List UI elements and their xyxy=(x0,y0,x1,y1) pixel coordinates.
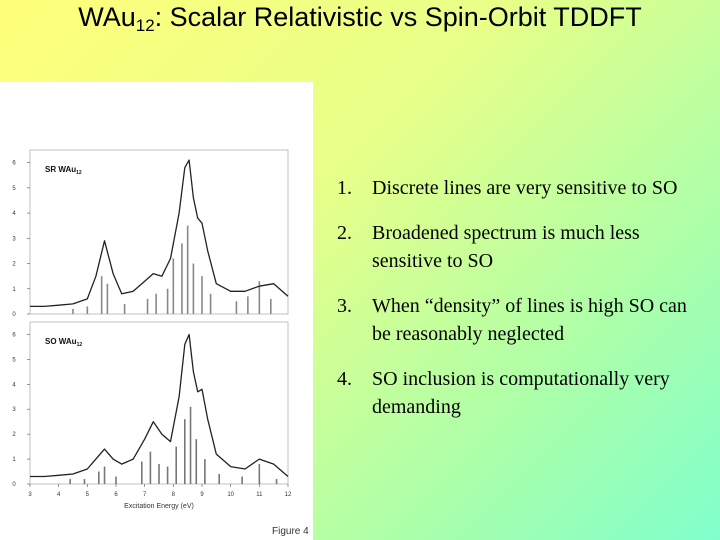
list-item: 1. Discrete lines are very sensitive to S… xyxy=(337,174,707,202)
x-axis-label: Excitation Energy (eV) xyxy=(124,503,194,510)
y-tick-label: 0 xyxy=(12,482,16,488)
item-text: Discrete lines are very sensitive to SO xyxy=(372,177,678,199)
title-rest: : Scalar Relativistic vs Spin-Orbit TDDF… xyxy=(154,2,642,32)
x-tick-label: 5 xyxy=(86,492,90,498)
y-tick-label: 0 xyxy=(12,312,16,318)
title-main: WAu xyxy=(78,2,136,32)
item-marker: 2. xyxy=(337,222,352,244)
x-tick-label: 3 xyxy=(28,492,32,498)
list-item: 4. SO inclusion is computationally very d… xyxy=(337,365,707,421)
spectrum-line xyxy=(30,333,289,478)
figure-caption: Figure 4 xyxy=(272,526,309,537)
panel-label-main: SO WAu xyxy=(45,337,77,346)
x-tick-label: 9 xyxy=(200,492,204,498)
x-tick-label: 6 xyxy=(114,492,118,498)
y-tick-label: 3 xyxy=(12,407,16,413)
y-tick-label: 5 xyxy=(12,186,16,192)
x-tick-label: 11 xyxy=(256,492,263,498)
y-tick-label: 4 xyxy=(12,382,16,388)
slide-title: WAu12: Scalar Relativistic vs Spin-Orbit… xyxy=(10,0,710,34)
item-marker: 4. xyxy=(337,368,352,390)
y-tick-label: 6 xyxy=(12,161,16,167)
x-tick-label: 4 xyxy=(57,492,61,498)
x-tick-label: 12 xyxy=(285,492,292,498)
item-text: Broadened spectrum is much less sensitiv… xyxy=(372,222,640,272)
panel-label-main: SR WAu xyxy=(45,165,76,174)
panel-label: SO WAu12 xyxy=(45,337,82,348)
y-tick-label: 2 xyxy=(12,262,16,268)
list-item: 3. When “density” of lines is high SO can… xyxy=(337,292,707,348)
y-tick-label: 6 xyxy=(12,332,16,338)
y-tick-label: 1 xyxy=(12,457,16,463)
x-tick-label: 10 xyxy=(227,492,234,498)
bullet-list: 1. Discrete lines are very sensitive to S… xyxy=(337,174,707,438)
panel-label-sub: 12 xyxy=(77,342,83,348)
list-item: 2. Broadened spectrum is much less sensit… xyxy=(337,219,707,275)
plot-frame xyxy=(29,321,289,485)
title-sub: 12 xyxy=(135,16,155,35)
y-tick-label: 3 xyxy=(12,236,16,242)
panel-label-sub: 12 xyxy=(76,170,82,176)
plot-frame xyxy=(29,149,289,315)
y-tick-label: 1 xyxy=(12,287,16,293)
item-text: SO inclusion is computationally very dem… xyxy=(372,368,670,418)
x-tick-label: 7 xyxy=(143,492,147,498)
y-tick-label: 2 xyxy=(12,432,16,438)
item-marker: 1. xyxy=(337,177,352,199)
panel-label: SR WAu12 xyxy=(45,165,82,176)
x-tick-label: 8 xyxy=(172,492,176,498)
figure: 0 1 2 3 4 5 6 SR WAu12 0 1 2 3 4 5 6 3 4 5 6 7 8 9 10 11 12 SO WA… xyxy=(0,82,313,540)
item-marker: 3. xyxy=(337,295,352,317)
item-text: When “density” of lines is high SO can b… xyxy=(372,295,687,345)
spectrum-line xyxy=(30,159,289,308)
y-tick-label: 4 xyxy=(12,211,16,217)
y-tick-label: 5 xyxy=(12,357,16,363)
